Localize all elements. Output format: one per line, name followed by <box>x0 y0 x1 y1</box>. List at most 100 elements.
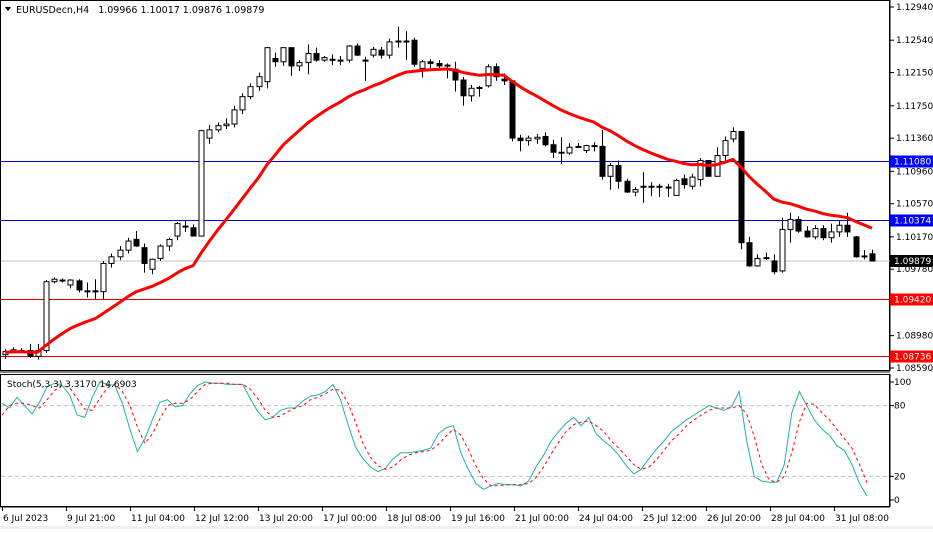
candle <box>223 123 230 127</box>
ohlc-values: 1.09966 1.10017 1.09876 1.09879 <box>98 5 264 16</box>
candle <box>476 86 483 89</box>
candle <box>174 223 181 237</box>
candle <box>215 125 222 131</box>
indicator-pane-frame <box>0 374 890 507</box>
candle <box>591 145 598 148</box>
candle <box>869 253 876 262</box>
candle <box>346 45 353 61</box>
price-tick-label: 1.12150 <box>896 69 933 79</box>
candle <box>754 257 761 267</box>
candle <box>280 47 287 63</box>
candle <box>206 129 213 139</box>
candle <box>239 96 246 111</box>
candle <box>804 230 811 238</box>
candle <box>493 66 500 78</box>
candle <box>509 80 516 139</box>
candle <box>607 165 614 177</box>
time-tick-label: 31 Jul 08:00 <box>835 514 889 524</box>
candle <box>231 109 238 125</box>
stoch-tick-label: 20 <box>894 472 906 482</box>
candle <box>730 130 737 140</box>
current-price-tag <box>890 255 933 267</box>
candle <box>76 280 83 291</box>
candle <box>468 87 475 97</box>
candle <box>370 48 377 56</box>
price-tags: 1.11080 1.10374 1.09420 1.08736 1.09879 <box>890 155 933 363</box>
candle <box>411 39 418 65</box>
stoch-main-line <box>1 381 868 497</box>
candle <box>648 185 655 188</box>
time-tick-label: 28 Jul 04:00 <box>771 514 825 524</box>
candlesticks <box>2 26 876 360</box>
candle <box>419 61 426 69</box>
candle <box>485 66 492 87</box>
candle <box>51 278 58 283</box>
candle <box>337 59 344 62</box>
candle <box>673 179 680 196</box>
candle <box>820 228 827 239</box>
candle <box>517 137 524 142</box>
price-tick-label: 1.12940 <box>896 3 933 13</box>
candle <box>67 279 74 286</box>
candle <box>296 62 303 67</box>
candle <box>632 189 639 193</box>
candle <box>59 279 66 282</box>
candle <box>362 59 369 62</box>
candle <box>542 135 549 146</box>
candle <box>92 290 99 293</box>
time-tick-label: 24 Jul 04:00 <box>579 514 633 524</box>
candle <box>329 58 336 61</box>
candle <box>575 145 582 148</box>
candle <box>583 145 590 152</box>
candle <box>125 240 132 251</box>
candle <box>403 40 410 43</box>
price-axis: 1.12940 1.12540 1.12150 1.11750 1.11360 1.109… <box>889 0 933 374</box>
candle <box>665 186 672 189</box>
price-tick-label: 1.08590 <box>896 364 933 374</box>
time-tick-label: 21 Jul 00:00 <box>515 514 569 524</box>
candle <box>697 160 704 181</box>
stoch-tick-label: 0 <box>894 496 900 506</box>
candle <box>689 176 696 187</box>
collapse-triangle-icon[interactable] <box>5 7 11 11</box>
candle <box>313 52 320 61</box>
price-tick-label: 1.10960 <box>896 167 933 177</box>
time-tick-label: 17 Jul 00:00 <box>323 514 377 524</box>
candle <box>640 185 647 188</box>
main-pane-frame <box>0 0 890 371</box>
symbol-timeframe-label: EURUSDecn,H4 <box>16 5 89 16</box>
candle <box>354 45 361 56</box>
candle <box>305 52 312 64</box>
chart-header: EURUSDecn,H4 1.09966 1.10017 1.09876 1.0… <box>5 5 264 16</box>
candle <box>256 76 263 88</box>
candle <box>558 151 565 154</box>
price-tick-label: 1.11750 <box>896 102 933 112</box>
candle <box>779 228 786 272</box>
price-tick-label: 1.11360 <box>896 134 933 144</box>
price-tick-label: 1.09780 <box>896 265 933 275</box>
price-tick-label: 1.10170 <box>896 233 933 243</box>
time-tick-label: 9 Jul 21:00 <box>67 514 116 524</box>
candle <box>853 236 860 258</box>
candle <box>722 140 729 157</box>
candle <box>501 78 508 82</box>
candle <box>844 224 851 233</box>
candle <box>272 57 279 63</box>
svg-text:1.08736: 1.08736 <box>894 353 931 363</box>
candle <box>599 145 606 177</box>
candle <box>378 49 385 56</box>
svg-text:EURUSDecn,H4 1.09966 1: EURUSDecn,H4 1.09966 1.10017 1.09876 1.0… <box>16 5 264 16</box>
candle <box>550 144 557 153</box>
candle <box>795 218 802 232</box>
candle <box>386 41 393 56</box>
candle <box>166 238 173 247</box>
candle <box>705 160 712 177</box>
indicator-label: Stoch(5,3,3) 3.3170 14.6903 <box>7 380 137 390</box>
price-tick-label: 1.12540 <box>896 36 933 46</box>
candle <box>395 40 402 43</box>
candle <box>133 238 140 247</box>
candle <box>566 146 573 154</box>
stoch-tick-label: 80 <box>894 402 906 412</box>
time-tick-label: 18 Jul 08:00 <box>387 514 441 524</box>
